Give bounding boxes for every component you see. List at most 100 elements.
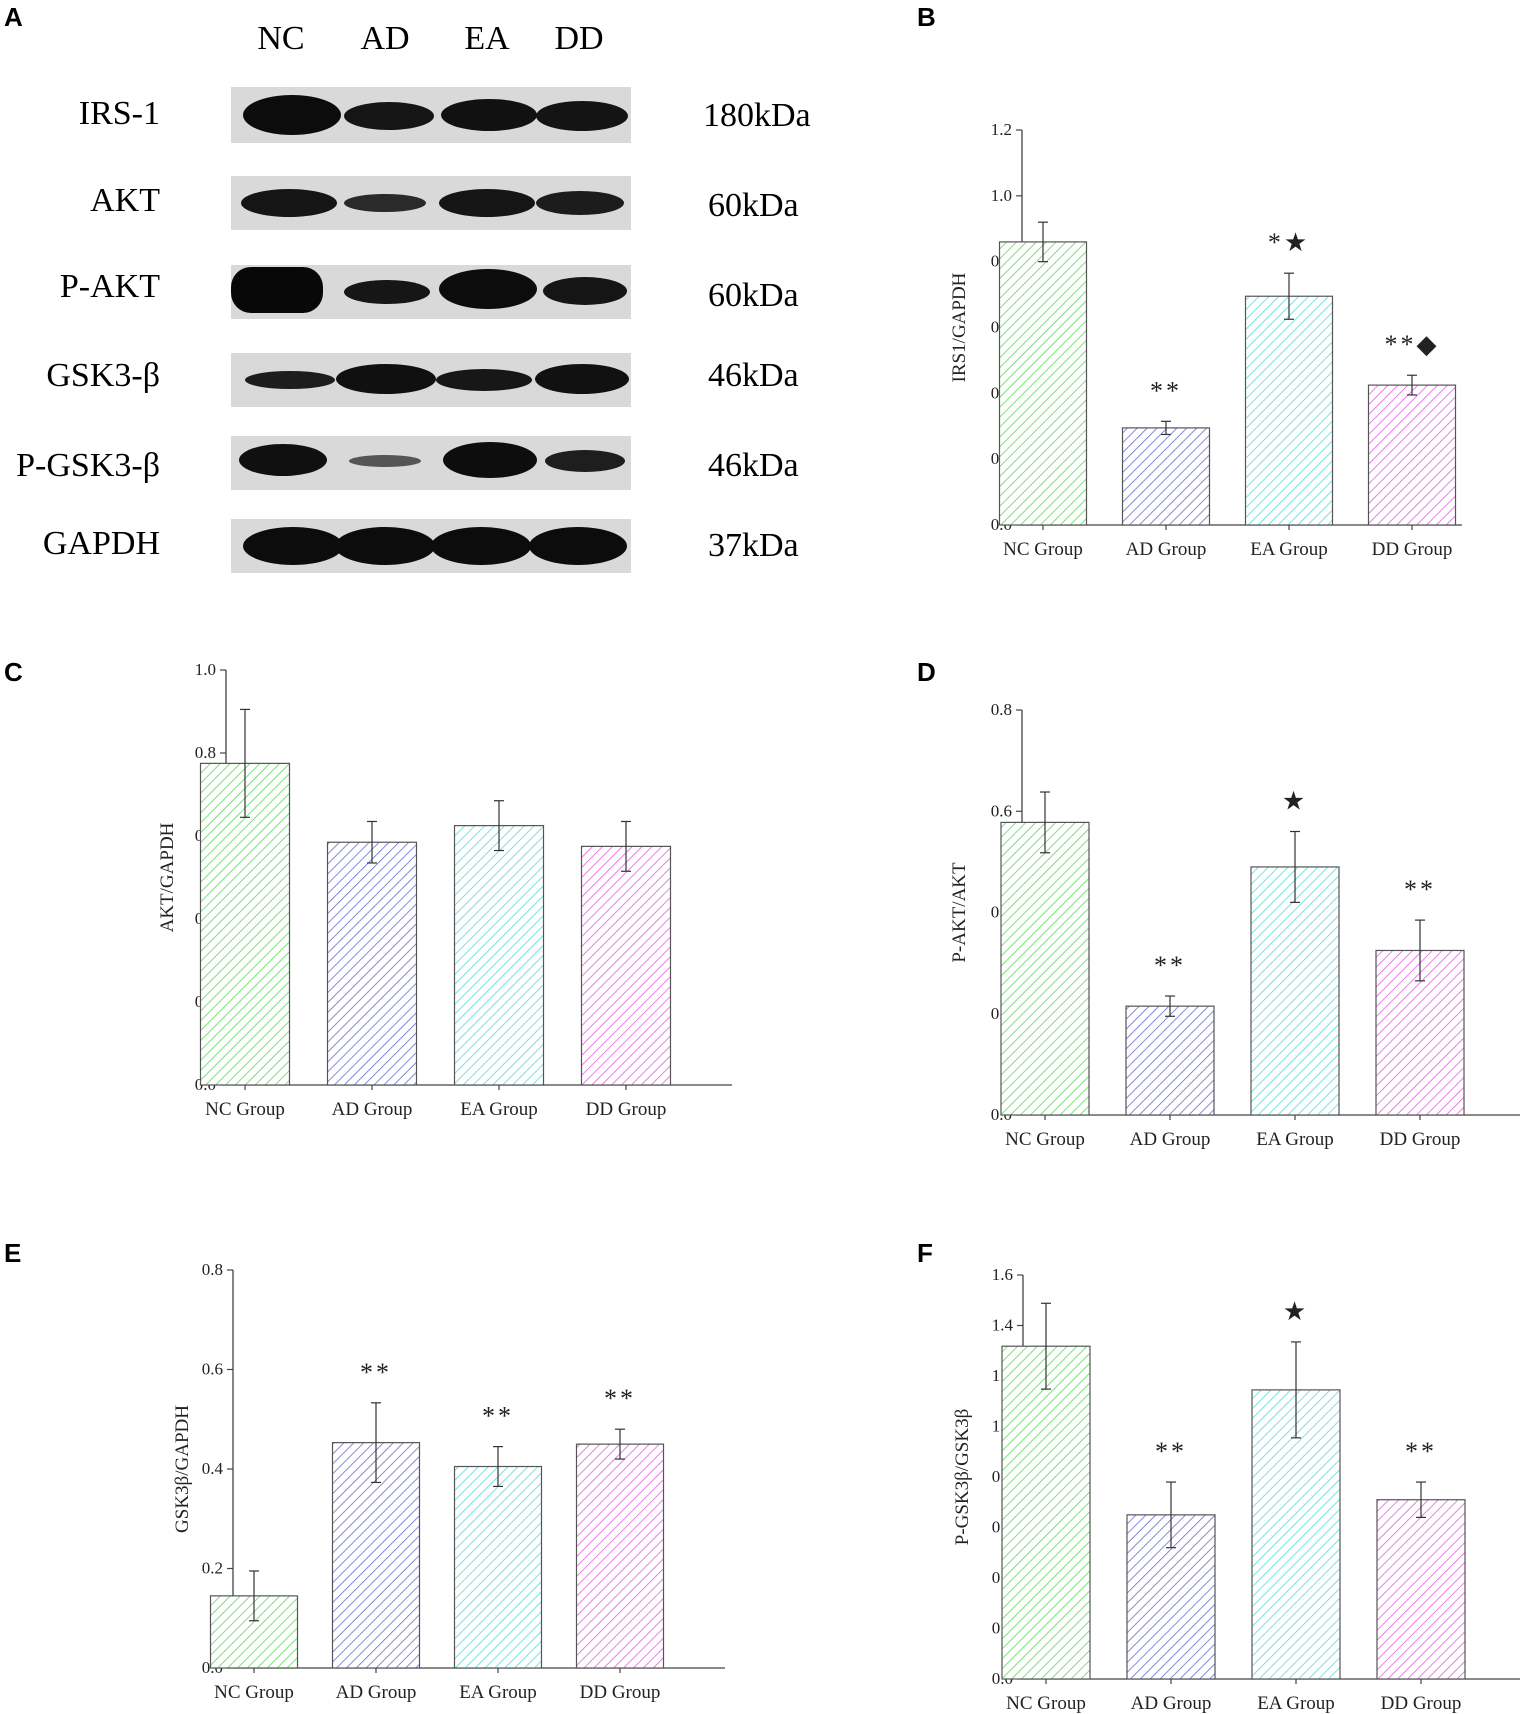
significance-marker: ** <box>360 1358 392 1387</box>
panel-label-b: B <box>917 2 936 32</box>
band <box>536 101 628 131</box>
y-tick-label: 0.2 <box>202 1559 223 1578</box>
x-tick-label: AD Group <box>332 1099 413 1120</box>
blot-strip-p-akt <box>231 265 631 319</box>
blot-label-irs1: IRS-1 <box>78 95 160 132</box>
band <box>241 189 337 217</box>
x-tick-label: DD Group <box>580 1682 661 1703</box>
blot-strip-p-gsk3b <box>231 436 631 490</box>
bar-ea <box>1250 866 1340 1116</box>
blot-label-p-gsk3b: P-GSK3-β <box>16 447 160 484</box>
band <box>536 191 624 215</box>
x-tick-label: NC Group <box>214 1682 294 1703</box>
significance-marker: ** <box>1405 1437 1437 1466</box>
x-tick-label: NC Group <box>1003 539 1083 560</box>
panel-label-d: D <box>917 657 936 687</box>
y-axis-label: P-AKT/AKT <box>949 862 970 963</box>
band <box>439 269 537 309</box>
y-tick-label: 0.6 <box>202 1360 223 1379</box>
y-tick-label: 0.6 <box>991 801 1012 820</box>
significance-marker: **◆ <box>1385 330 1440 359</box>
x-tick-label: NC Group <box>1006 1693 1086 1714</box>
band <box>441 99 537 131</box>
bar-dd <box>580 845 672 1086</box>
band <box>535 364 629 394</box>
blot-kda-p-gsk3b: 46kDa <box>708 447 799 484</box>
lane-header-dd: DD <box>554 20 604 57</box>
band <box>436 369 532 391</box>
band <box>231 267 323 313</box>
panel-label-a: A <box>4 2 23 32</box>
y-axis-label: P-GSK3β/GSK3β <box>952 1409 973 1546</box>
bar-ad <box>1121 427 1211 526</box>
significance-marker: ** <box>604 1384 636 1413</box>
bar-dd <box>1367 384 1457 526</box>
x-tick-label: AD Group <box>1131 1693 1212 1714</box>
band <box>529 527 627 565</box>
blot-kda-p-akt: 60kDa <box>708 277 799 314</box>
x-tick-label: EA Group <box>460 1099 538 1120</box>
y-axis-label: IRS1/GAPDH <box>949 272 970 382</box>
x-tick-label: DD Group <box>1381 1693 1462 1714</box>
bar-ea <box>453 1465 543 1669</box>
bar-ea <box>453 825 545 1086</box>
bar-nc <box>998 241 1088 526</box>
blot-label-gsk3b: GSK3-β <box>46 357 160 394</box>
panel-label-e: E <box>4 1238 22 1268</box>
x-tick-label: NC Group <box>205 1099 285 1120</box>
blot-label-akt: AKT <box>90 182 160 219</box>
significance-marker: ★ <box>1282 787 1308 816</box>
blot-label-gapdh: GAPDH <box>42 525 160 562</box>
y-tick-label: 0.8 <box>202 1260 223 1279</box>
y-tick-label: 0.8 <box>195 743 216 762</box>
bar-nc <box>1001 1345 1091 1680</box>
blot-label-p-akt: P-AKT <box>59 268 160 305</box>
lane-header-nc: NC <box>257 20 305 57</box>
bar-ea <box>1244 295 1334 526</box>
blot-kda-gsk3b: 46kDa <box>708 357 799 394</box>
band <box>439 189 535 217</box>
x-tick-label: DD Group <box>1380 1129 1461 1150</box>
y-tick-label: 0.4 <box>202 1459 224 1478</box>
x-tick-label: DD Group <box>1372 539 1453 560</box>
blot-kda-akt: 60kDa <box>708 187 799 224</box>
panel-label-c: C <box>4 657 23 687</box>
x-tick-label: EA Group <box>1256 1129 1334 1150</box>
band <box>344 280 430 304</box>
chart-f-p-gsk3b-gsk3b: 0.00.20.40.60.81.01.21.41.6P-GSK3β/GSK3β… <box>952 1265 1520 1714</box>
band <box>431 527 531 565</box>
significance-marker: ** <box>1155 1437 1187 1466</box>
y-tick-label: 1.0 <box>991 186 1012 205</box>
lane-header-ea: EA <box>464 20 510 57</box>
panel-label-f: F <box>917 1238 933 1268</box>
x-tick-label: AD Group <box>1130 1129 1211 1150</box>
y-axis-label: GSK3β/GAPDH <box>172 1405 193 1533</box>
y-tick-label: 0.8 <box>991 700 1012 719</box>
blot-strip-akt <box>231 176 631 230</box>
x-tick-label: DD Group <box>586 1099 667 1120</box>
y-tick-label: 1.6 <box>992 1265 1013 1284</box>
band <box>243 95 341 135</box>
y-tick-label: 1.0 <box>195 660 216 679</box>
band <box>243 527 343 565</box>
blot-kda-irs1: 180kDa <box>703 97 811 134</box>
bar-ad <box>326 841 418 1086</box>
bar-dd <box>1376 1499 1466 1680</box>
band <box>344 194 426 212</box>
significance-marker: *★ <box>1268 228 1310 257</box>
band <box>545 450 625 472</box>
band <box>239 444 327 476</box>
bar-nc <box>1000 821 1090 1116</box>
band <box>335 527 435 565</box>
x-tick-label: AD Group <box>1126 539 1207 560</box>
y-tick-label: 1.4 <box>992 1316 1014 1335</box>
significance-marker: ** <box>1404 875 1436 904</box>
x-tick-label: NC Group <box>1005 1129 1085 1150</box>
band <box>336 364 436 394</box>
blot-kda-gapdh: 37kDa <box>708 527 799 564</box>
blot-strip-gapdh <box>231 519 631 573</box>
x-tick-label: EA Group <box>1257 1693 1335 1714</box>
